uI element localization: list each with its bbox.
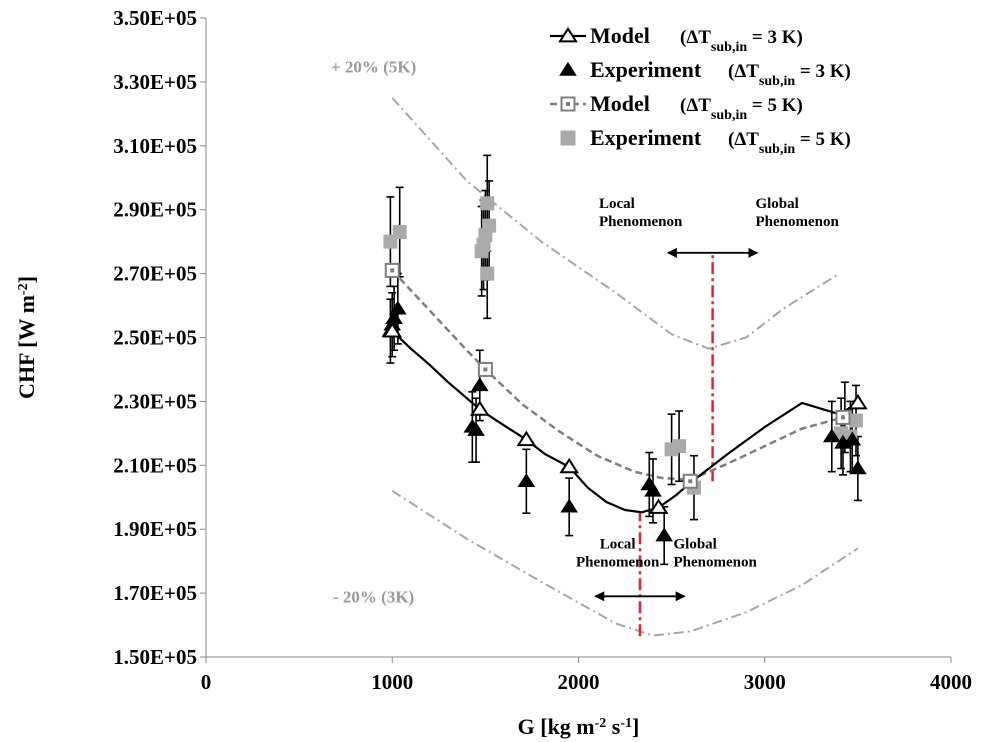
experiment-3k-point: [560, 498, 579, 513]
model-3k-marker: [382, 322, 403, 338]
experiment-3k-point: [389, 300, 407, 315]
y-tick-label: 2.70E+05: [113, 262, 197, 286]
experiment-3k-point: [655, 527, 673, 542]
legend-marker: [559, 61, 577, 76]
y-tick-label: 1.70E+05: [113, 581, 197, 605]
model-3k-marker: [516, 430, 537, 447]
experiment-3k-point: [470, 377, 489, 392]
model-5k-marker-dot: [688, 479, 693, 484]
model-3k-marker: [469, 400, 490, 416]
y-tick-label: 2.90E+05: [113, 198, 197, 222]
band-label: + 20% (5K): [331, 57, 416, 76]
legend-condition: (ΔTsub,in = 5 K): [728, 129, 851, 157]
x-tick-label: 0: [201, 670, 212, 694]
legend-condition: (ΔTsub,in = 3 K): [680, 27, 803, 55]
experiment-3k-point: [843, 431, 862, 446]
experiment-5k-point: [672, 439, 687, 454]
phenomenon-annotation: Local Phenomenon: [576, 536, 660, 570]
phenomenon-annotation: Local Phenomenon: [599, 196, 683, 230]
model-5k-marker-dot: [390, 268, 395, 273]
model-5k-marker-dot: [840, 415, 845, 420]
y-tick-label: 2.10E+05: [113, 453, 197, 477]
y-tick-label: 2.30E+05: [113, 389, 197, 413]
legend-condition: (ΔTsub,in = 3 K): [728, 61, 851, 89]
experiment-3k-point: [644, 482, 662, 497]
experiment-3k-point: [822, 428, 841, 443]
legend-marker: [558, 26, 578, 43]
x-tick-label: 3000: [744, 670, 786, 694]
experiment-3k-point: [467, 421, 485, 436]
experiment-3k-point: [849, 460, 867, 475]
y-tick-label: 1.50E+05: [113, 645, 197, 669]
y-axis-title: CHF [W m-2]: [14, 276, 39, 399]
legend-marker-dot: [566, 102, 570, 106]
model-5k-marker-dot: [483, 367, 488, 372]
legend-label: Experiment: [590, 125, 702, 150]
experiment-3k-point: [385, 310, 403, 325]
legend-condition: (ΔTsub,in = 5 K): [680, 95, 803, 123]
band-label: - 20% (3K): [333, 588, 414, 607]
y-tick-label: 3.10E+05: [113, 134, 197, 158]
phenomenon-annotation: Global Phenomenon: [755, 196, 839, 230]
model-3k-marker: [648, 498, 669, 514]
y-tick-label: 3.30E+05: [113, 70, 197, 94]
y-tick-label: 1.90E+05: [113, 517, 197, 541]
phenomenon-annotation: Global Phenomenon: [673, 536, 757, 570]
experiment-5k-point: [480, 266, 495, 281]
model-3k-marker: [848, 393, 868, 410]
x-axis-title: G [kg m-2 s-1]: [518, 714, 640, 739]
experiment-5k-point: [849, 413, 864, 428]
model-5k-line: [391, 269, 844, 481]
model-3k-line: [391, 330, 859, 514]
y-tick-label: 3.50E+05: [113, 6, 197, 30]
legend-label: Model: [590, 23, 650, 48]
experiment-3k-point: [517, 473, 536, 487]
experiment-5k-point: [480, 196, 495, 211]
x-tick-label: 4000: [930, 670, 972, 694]
y-tick-label: 2.50E+05: [113, 326, 197, 350]
x-tick-label: 1000: [371, 670, 413, 694]
experiment-5k-point: [392, 225, 407, 240]
model-3k-marker: [559, 457, 580, 474]
legend-label: Experiment: [590, 57, 702, 82]
legend-label: Model: [590, 91, 650, 116]
legend-marker: [560, 130, 576, 146]
experiment-5k-point: [482, 218, 497, 233]
x-tick-label: 2000: [558, 670, 600, 694]
